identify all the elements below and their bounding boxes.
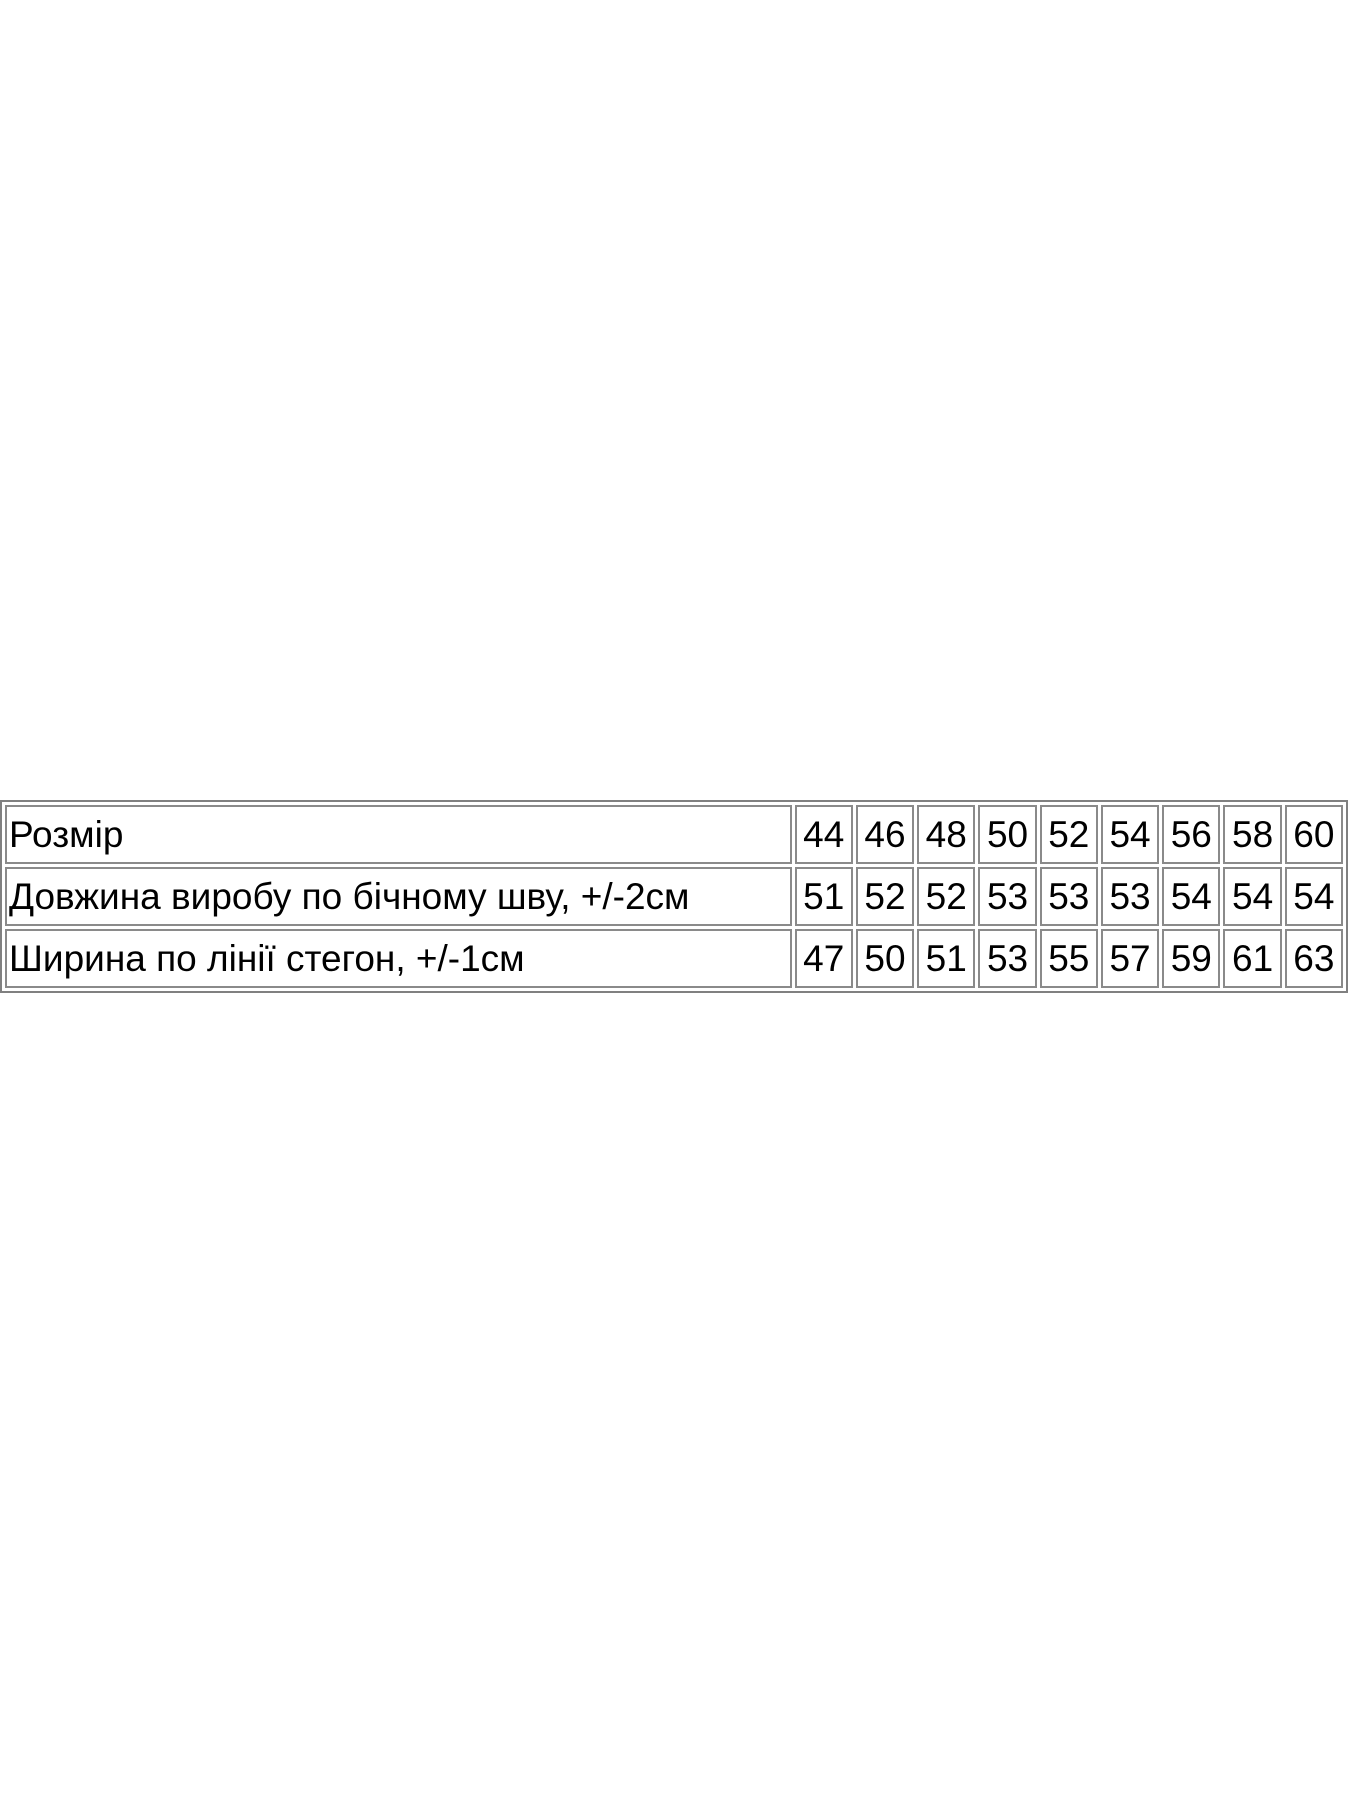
table-cell: 51: [917, 929, 976, 988]
table-cell: 48: [917, 805, 976, 864]
table-cell: 47: [794, 929, 853, 988]
table-cell: 60: [1284, 805, 1343, 864]
table-cell: 57: [1100, 929, 1160, 988]
table-cell: 54: [1100, 805, 1160, 864]
table-cell: 54: [1284, 867, 1343, 926]
table-cell: 46: [855, 805, 915, 864]
table-cell: 56: [1162, 805, 1221, 864]
row-label: Ширина по лінії стегон, +/-1см: [5, 929, 792, 988]
table-cell: 54: [1162, 867, 1221, 926]
row-size: Розмір 44 46 48 50 52 54 56 58 60: [5, 805, 1343, 864]
table-cell: 58: [1223, 805, 1282, 864]
table-cell: 51: [794, 867, 853, 926]
table-cell: 63: [1284, 929, 1343, 988]
size-chart-table: Розмір 44 46 48 50 52 54 56 58 60 Довжина виробу п…: [0, 800, 1348, 993]
table-cell: 59: [1162, 929, 1221, 988]
table-cell: 44: [794, 805, 853, 864]
table-cell: 54: [1223, 867, 1282, 926]
table-cell: 53: [978, 929, 1037, 988]
table-cell: 52: [1039, 805, 1098, 864]
table-cell: 53: [1100, 867, 1160, 926]
table-cell: 50: [978, 805, 1037, 864]
table-cell: 52: [855, 867, 915, 926]
table-cell: 55: [1039, 929, 1098, 988]
table-cell: 53: [1039, 867, 1098, 926]
table-cell: 52: [917, 867, 976, 926]
row-label: Розмір: [5, 805, 792, 864]
table-cell: 61: [1223, 929, 1282, 988]
row-length-side-seam: Довжина виробу по бічному шву, +/-2см 51 5…: [5, 867, 1343, 926]
row-label: Довжина виробу по бічному шву, +/-2см: [5, 867, 792, 926]
row-hip-width: Ширина по лінії стегон, +/-1см 47 50 51 53 55…: [5, 929, 1343, 988]
table-cell: 53: [978, 867, 1037, 926]
table-cell: 50: [855, 929, 915, 988]
